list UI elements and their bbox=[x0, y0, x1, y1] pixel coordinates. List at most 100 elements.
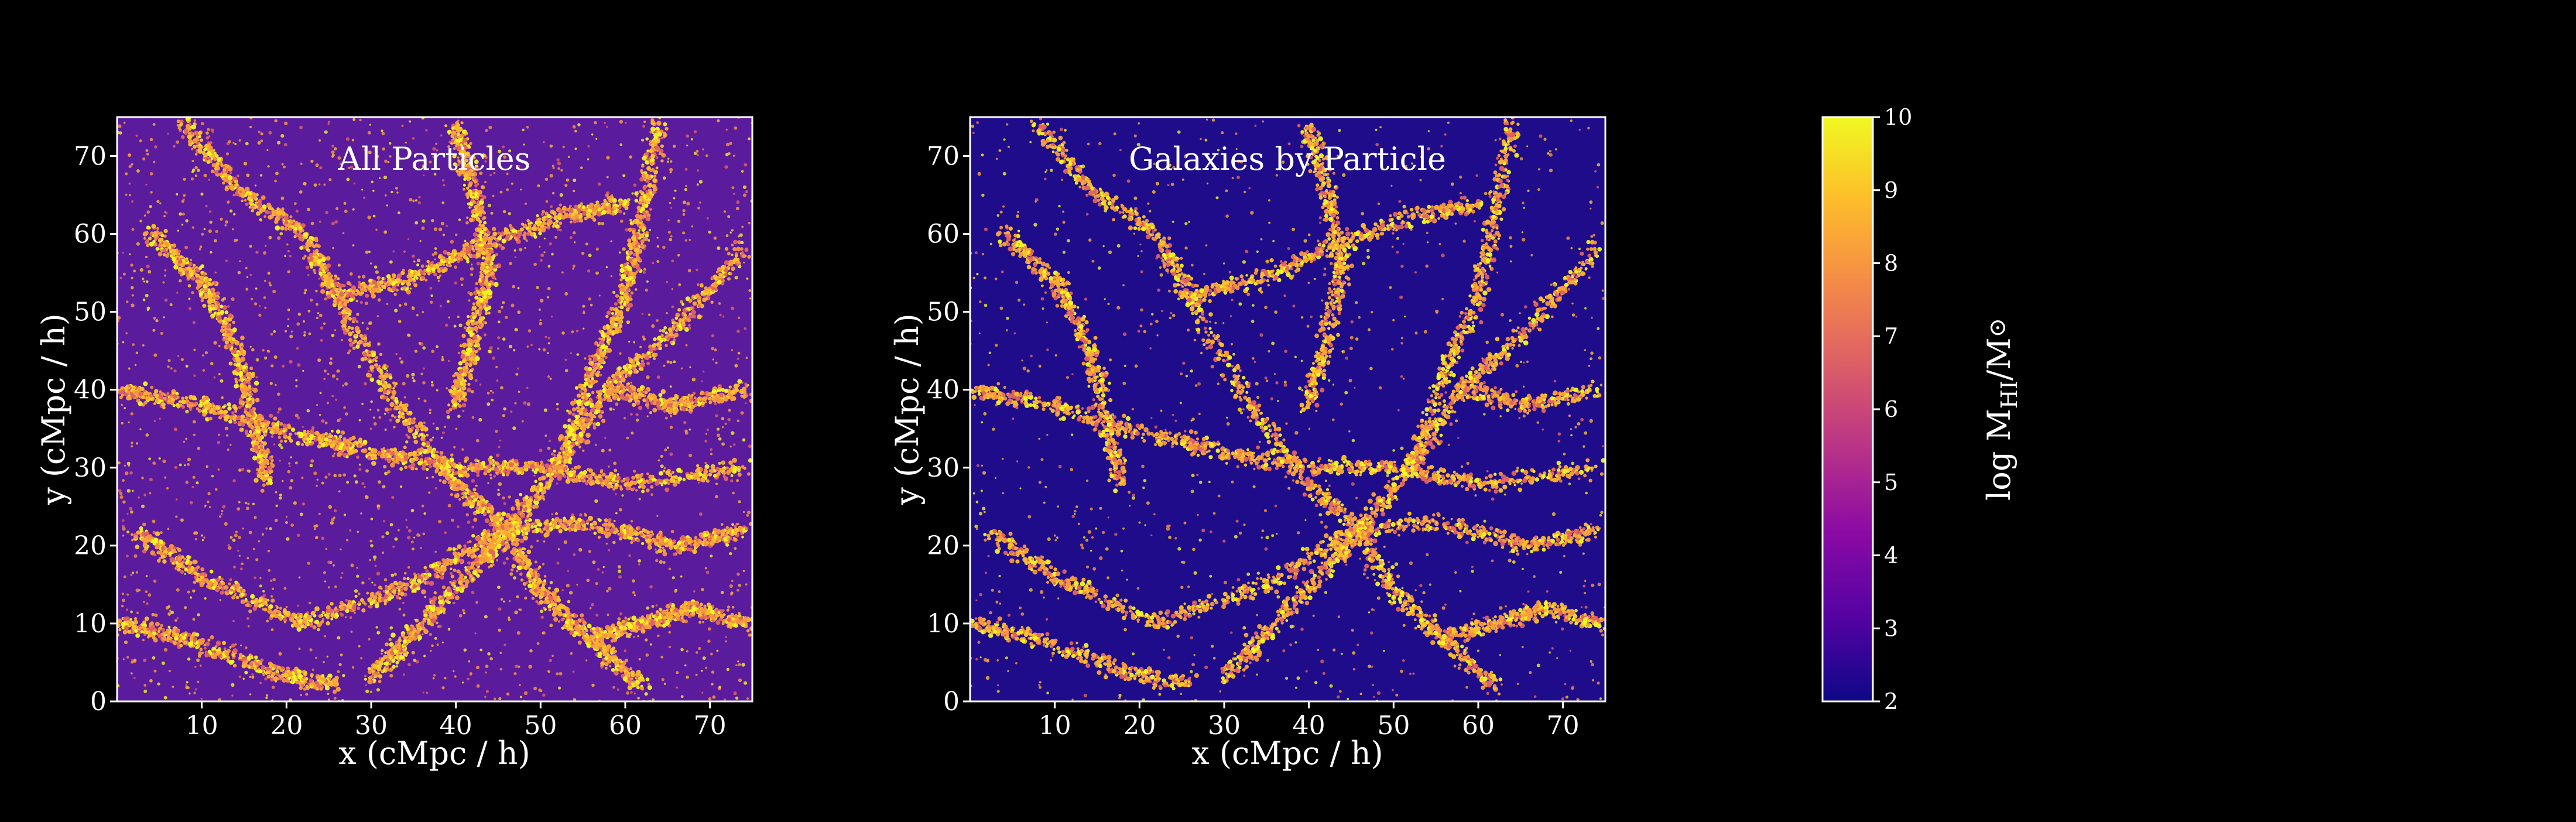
density-point bbox=[571, 420, 574, 423]
density-point bbox=[648, 685, 652, 690]
density-point bbox=[314, 620, 319, 625]
density-point bbox=[177, 556, 183, 561]
density-point bbox=[656, 536, 660, 539]
density-point bbox=[467, 541, 470, 544]
density-point bbox=[330, 275, 333, 278]
density-point bbox=[629, 667, 632, 670]
density-point bbox=[554, 465, 559, 470]
density-point bbox=[614, 657, 616, 660]
density-point bbox=[519, 562, 522, 566]
density-point bbox=[532, 469, 535, 472]
density-point bbox=[577, 393, 581, 398]
density-point bbox=[491, 550, 496, 555]
density-point bbox=[501, 541, 505, 545]
density-point bbox=[553, 470, 556, 472]
density-point bbox=[271, 435, 274, 438]
density-point bbox=[717, 540, 720, 543]
density-point bbox=[747, 472, 751, 476]
density-point bbox=[527, 583, 533, 588]
density-point bbox=[389, 376, 392, 379]
density-point bbox=[369, 605, 372, 608]
density-point bbox=[313, 249, 316, 252]
density-point bbox=[646, 539, 650, 543]
density-point bbox=[489, 542, 494, 546]
density-point bbox=[513, 514, 516, 518]
density-point bbox=[131, 394, 135, 398]
density-point bbox=[224, 417, 228, 422]
density-point bbox=[287, 426, 292, 430]
density-point bbox=[725, 526, 729, 529]
density-point bbox=[714, 277, 718, 280]
density-point bbox=[645, 692, 648, 696]
density-point bbox=[132, 386, 136, 390]
density-point bbox=[537, 579, 542, 584]
density-point bbox=[350, 450, 354, 454]
density-point bbox=[155, 399, 158, 403]
density-point bbox=[408, 640, 412, 643]
density-point bbox=[544, 575, 547, 578]
density-point bbox=[464, 579, 470, 584]
density-point bbox=[508, 533, 512, 538]
density-point bbox=[489, 474, 492, 476]
density-point bbox=[690, 314, 694, 318]
density-point bbox=[554, 612, 557, 615]
density-point bbox=[421, 429, 424, 431]
density-point bbox=[717, 280, 722, 285]
density-point bbox=[258, 203, 262, 207]
density-point bbox=[198, 409, 202, 413]
density-point bbox=[452, 487, 457, 492]
density-point bbox=[631, 677, 633, 680]
density-point bbox=[447, 476, 450, 480]
density-point bbox=[548, 594, 551, 597]
density-point bbox=[252, 206, 255, 209]
density-point bbox=[542, 463, 544, 466]
density-point bbox=[440, 607, 443, 610]
density-point bbox=[375, 604, 379, 608]
density-point bbox=[192, 560, 197, 564]
density-point bbox=[567, 432, 571, 437]
density-point bbox=[384, 454, 387, 457]
density-point bbox=[589, 528, 592, 531]
density-point bbox=[437, 561, 442, 566]
density-point bbox=[405, 583, 409, 587]
density-point bbox=[330, 613, 335, 618]
density-point bbox=[411, 463, 416, 467]
density-point bbox=[511, 542, 515, 546]
density-point bbox=[723, 475, 726, 478]
density-point bbox=[372, 353, 376, 357]
density-point bbox=[544, 532, 550, 537]
density-point bbox=[337, 452, 342, 457]
density-point bbox=[596, 390, 600, 393]
density-point bbox=[368, 374, 372, 378]
density-point bbox=[551, 518, 554, 521]
density-point bbox=[543, 487, 546, 489]
density-point bbox=[570, 623, 573, 626]
density-point bbox=[309, 253, 313, 257]
density-point bbox=[529, 589, 533, 593]
density-point bbox=[491, 560, 494, 563]
density-point bbox=[321, 282, 326, 286]
density-point bbox=[725, 543, 729, 547]
density-point bbox=[506, 465, 510, 470]
density-point bbox=[473, 518, 477, 522]
density-point bbox=[285, 612, 290, 617]
density-point bbox=[424, 460, 427, 463]
density-point bbox=[714, 287, 718, 291]
density-point bbox=[138, 392, 143, 396]
density-point bbox=[578, 628, 581, 631]
density-point bbox=[612, 525, 615, 528]
density-point bbox=[585, 629, 588, 632]
density-point bbox=[635, 673, 639, 676]
density-point bbox=[574, 631, 578, 635]
density-point bbox=[422, 442, 426, 446]
density-point bbox=[506, 474, 509, 477]
density-point bbox=[207, 157, 211, 160]
density-point bbox=[326, 256, 331, 261]
density-point bbox=[372, 448, 378, 454]
density-point bbox=[289, 617, 294, 622]
density-point bbox=[241, 200, 244, 203]
density-point bbox=[182, 560, 185, 563]
density-point bbox=[375, 356, 378, 359]
density-point bbox=[585, 433, 591, 438]
